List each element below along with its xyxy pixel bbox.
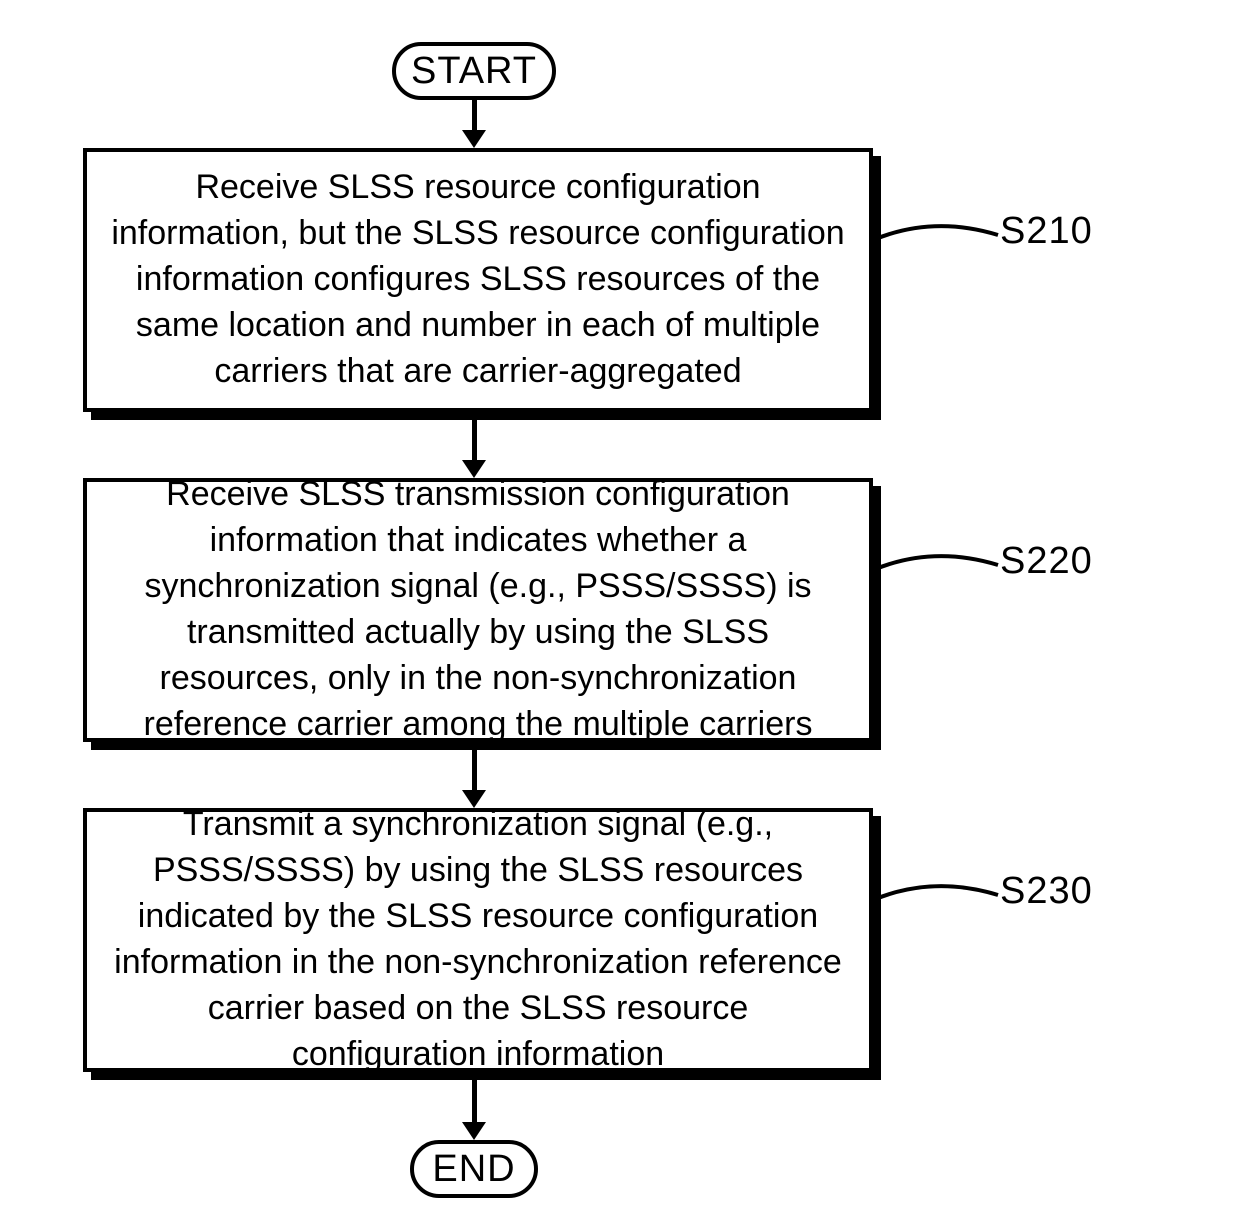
start-label: START — [411, 50, 537, 93]
flowchart-container: START Receive SLSS resource configuratio… — [0, 0, 1240, 1228]
end-label: END — [432, 1148, 515, 1191]
start-node: START — [392, 42, 556, 100]
edge-s230-end — [472, 1080, 477, 1124]
s230-node: Transmit a synchronization signal (e.g.,… — [83, 808, 873, 1072]
s210-connector — [873, 220, 1003, 270]
s230-text: Transmit a synchronization signal (e.g.,… — [107, 802, 849, 1077]
s230-label: S230 — [1000, 870, 1093, 913]
arrowhead-1 — [462, 130, 486, 148]
edge-s220-s230 — [472, 750, 477, 792]
s220-connector — [873, 550, 1003, 600]
s210-text: Receive SLSS resource configuration info… — [107, 165, 849, 394]
edge-start-s210 — [472, 100, 477, 132]
arrowhead-4 — [462, 1122, 486, 1140]
s210-node: Receive SLSS resource configuration info… — [83, 148, 873, 412]
s220-node: Receive SLSS transmission configuration … — [83, 478, 873, 742]
end-node: END — [410, 1140, 538, 1198]
s210-label: S210 — [1000, 210, 1093, 253]
edge-s210-s220 — [472, 420, 477, 462]
s220-label: S220 — [1000, 540, 1093, 583]
s230-connector — [873, 880, 1003, 930]
s220-text: Receive SLSS transmission configuration … — [107, 472, 849, 747]
